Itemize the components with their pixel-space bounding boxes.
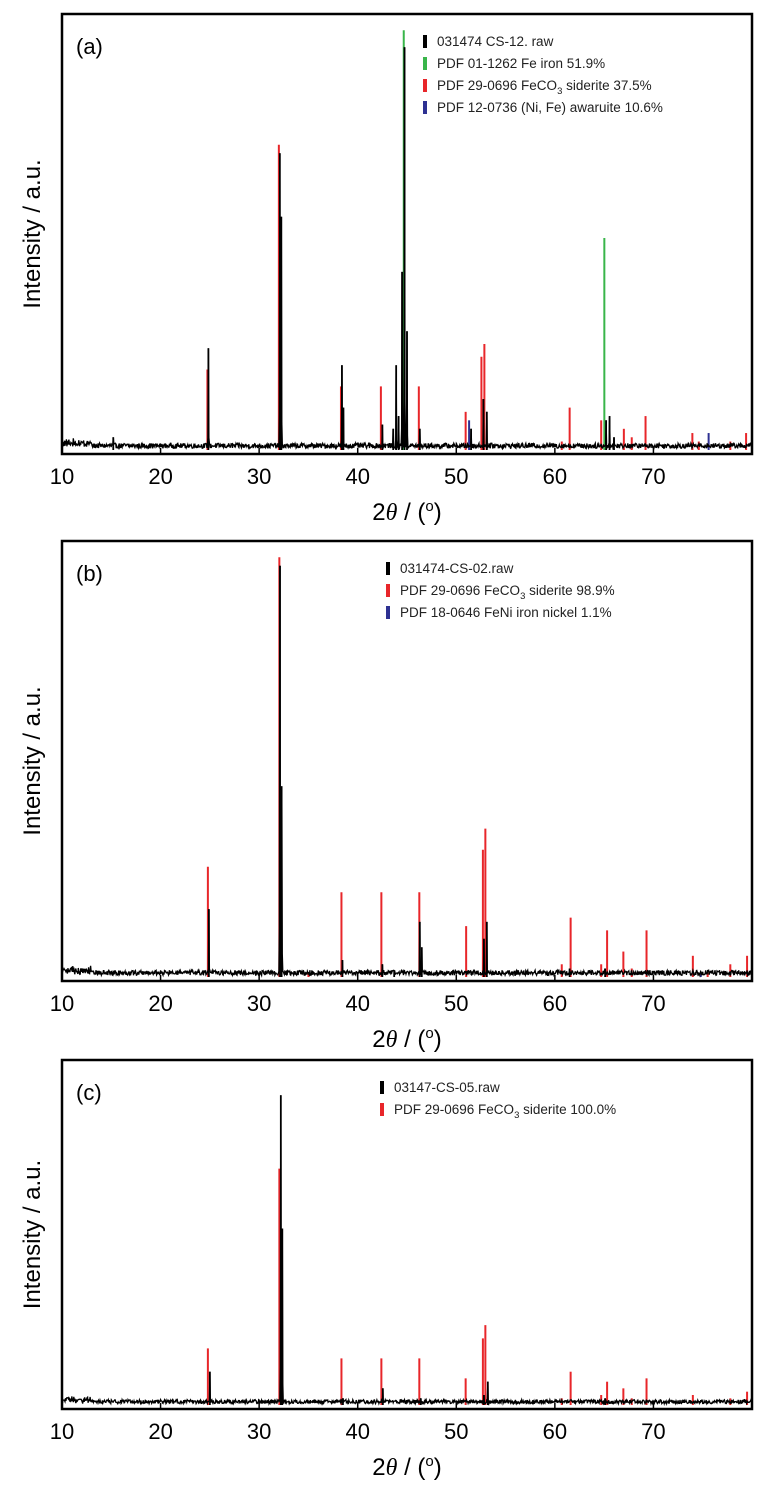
plot-frame — [60, 1058, 754, 1411]
legend-label-raw: 031474-CS-02.raw — [400, 561, 514, 576]
x-tick-label: 50 — [444, 464, 468, 489]
y-axis-label: Intensity / a.u. — [19, 1160, 46, 1309]
panel-c: 10 20 30 40 50 60 70 2θ / (o) Intensity / a.u. (c… — [19, 1058, 754, 1481]
measured-pattern-line — [61, 1095, 753, 1407]
legend-label-siderite: PDF 29-0696 FeCO3 siderite 100.0% — [394, 1102, 616, 1121]
legend-label-iron: PDF 01-1262 Fe iron 51.9% — [437, 56, 605, 71]
legend-swatch-nickel — [423, 101, 427, 114]
plot-frame — [60, 12, 754, 456]
x-axis-label: 2θ / (o) — [372, 1453, 442, 1481]
x-axis-label: 2θ / (o) — [372, 1025, 442, 1053]
x-tick-label: 50 — [444, 991, 468, 1016]
x-tick-label: 20 — [148, 464, 172, 489]
x-tick-label: 70 — [641, 464, 665, 489]
x-axis-label: 2θ / (o) — [372, 498, 442, 526]
x-tick-label: 40 — [345, 464, 369, 489]
panel-b: 10 20 30 40 50 60 70 2θ / (o) Intensity / a.u. (b… — [19, 539, 754, 1053]
panel-label: (c) — [76, 1080, 102, 1105]
legend: 031474-CS-02.raw PDF 29-0696 FeCO3 sideri… — [386, 561, 615, 620]
x-tick-label: 30 — [247, 991, 271, 1016]
legend-label-siderite: PDF 29-0696 FeCO3 siderite 98.9% — [400, 583, 615, 602]
legend: 03147-CS-05.raw PDF 29-0696 FeCO3 siderit… — [380, 1080, 616, 1121]
x-tick-label: 20 — [148, 991, 172, 1016]
legend-label-raw: 031474 CS-12. raw — [437, 34, 554, 49]
x-tick-label: 40 — [345, 1419, 369, 1444]
y-axis-label: Intensity / a.u. — [19, 686, 46, 835]
x-tick-label: 70 — [641, 991, 665, 1016]
x-tick-label: 10 — [50, 464, 74, 489]
legend-swatch-nickel — [386, 606, 390, 619]
legend-label-raw: 03147-CS-05.raw — [394, 1080, 500, 1095]
x-tick-label: 10 — [50, 1419, 74, 1444]
legend-swatch-siderite — [423, 79, 427, 92]
legend-swatch-siderite — [380, 1103, 384, 1116]
legend-swatch-raw — [380, 1081, 384, 1094]
legend-swatch-iron — [423, 57, 427, 70]
legend-swatch-raw — [423, 35, 427, 48]
panel-a: 10 20 30 40 50 60 70 2θ / (o) Intensity / a.u. (a… — [19, 12, 754, 526]
measured-pattern-line — [61, 565, 752, 978]
panel-label: (b) — [76, 561, 103, 586]
legend-swatch-raw — [386, 562, 390, 575]
panel-label: (a) — [76, 34, 103, 59]
y-axis-label: Intensity / a.u. — [19, 159, 46, 308]
legend-swatch-siderite — [386, 584, 390, 597]
legend: 031474 CS-12. raw PDF 01-1262 Fe iron 51.… — [423, 34, 663, 115]
legend-label-nickel: PDF 12-0736 (Ni, Fe) awaruite 10.6% — [437, 100, 663, 115]
x-tick-label: 30 — [247, 1419, 271, 1444]
x-tick-label: 30 — [247, 464, 271, 489]
x-tick-label: 60 — [543, 464, 567, 489]
x-tick-label: 40 — [345, 991, 369, 1016]
x-tick-label: 50 — [444, 1419, 468, 1444]
x-tick-label: 20 — [148, 1419, 172, 1444]
x-tick-label: 60 — [543, 991, 567, 1016]
x-tick-label: 10 — [50, 991, 74, 1016]
x-tick-label: 60 — [543, 1419, 567, 1444]
plot-frame — [60, 539, 754, 983]
x-tick-label: 70 — [641, 1419, 665, 1444]
legend-label-nickel: PDF 18-0646 FeNi iron nickel 1.1% — [400, 605, 612, 620]
legend-label-siderite: PDF 29-0696 FeCO3 siderite 37.5% — [437, 78, 652, 97]
